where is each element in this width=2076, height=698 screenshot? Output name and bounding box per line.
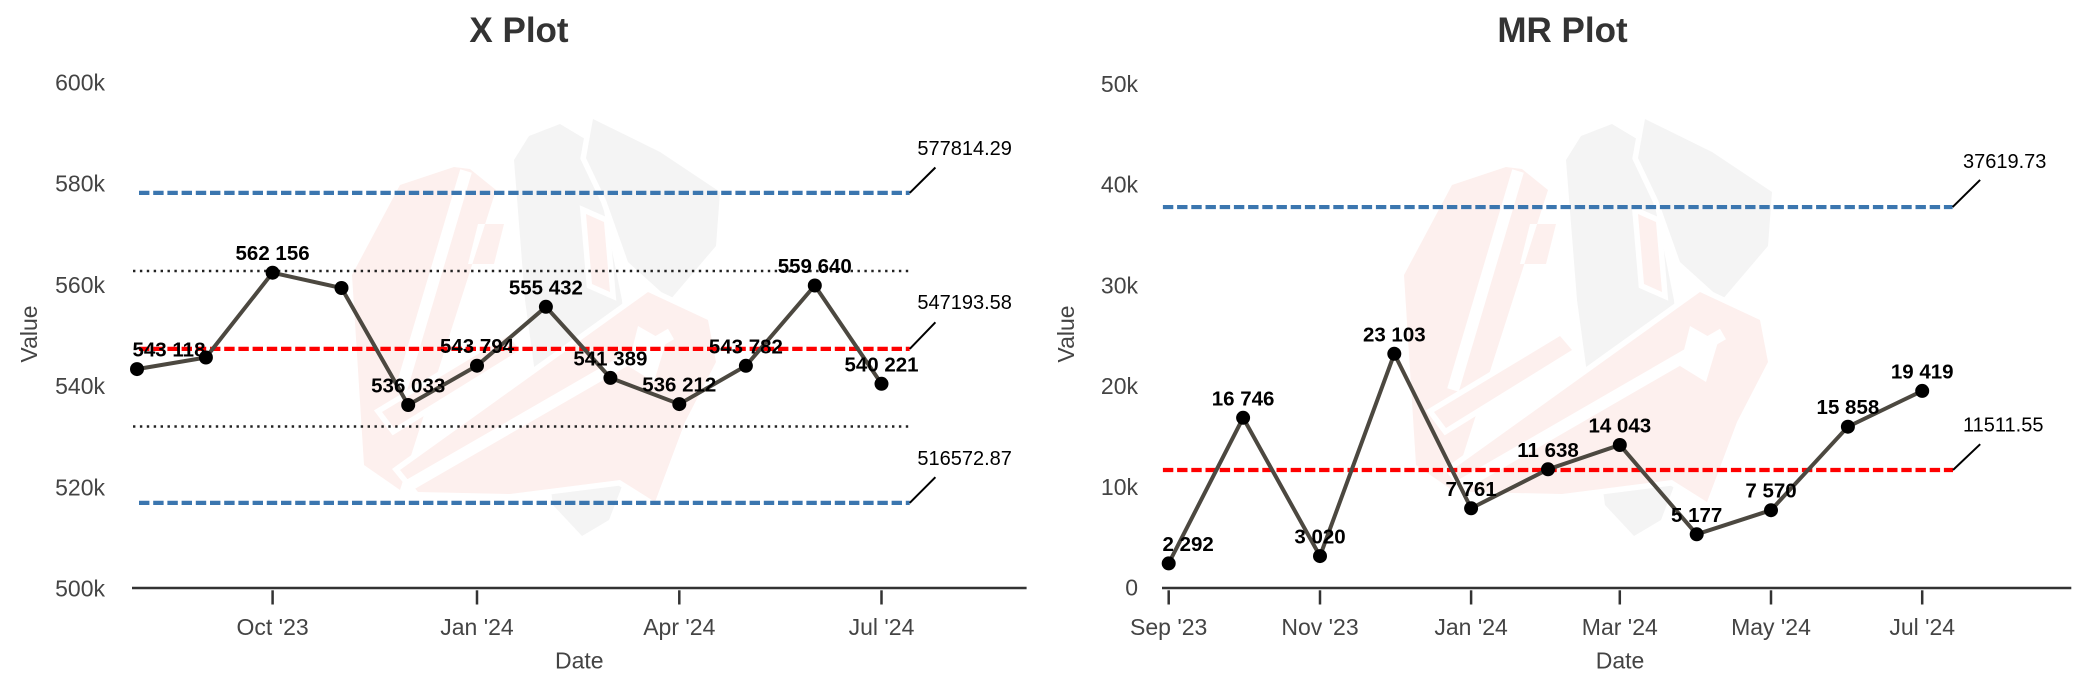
svg-text:Value: Value	[1053, 305, 1079, 362]
svg-text:Date: Date	[555, 648, 604, 674]
svg-text:536 033: 536 033	[371, 375, 445, 398]
svg-text:600k: 600k	[55, 69, 105, 95]
svg-text:Date: Date	[1596, 648, 1645, 674]
svg-text:10k: 10k	[1101, 474, 1139, 500]
svg-text:50k: 50k	[1101, 71, 1139, 97]
svg-text:0: 0	[1125, 575, 1138, 601]
svg-text:Jul '24: Jul '24	[1889, 614, 1955, 640]
svg-text:540k: 540k	[55, 373, 105, 399]
svg-text:Oct '23: Oct '23	[237, 614, 309, 640]
svg-text:X Plot: X Plot	[469, 11, 569, 50]
svg-text:547193.58: 547193.58	[917, 292, 1012, 314]
svg-text:Jan '24: Jan '24	[1434, 614, 1508, 640]
svg-text:Jan '24: Jan '24	[440, 614, 514, 640]
svg-text:5 177: 5 177	[1671, 504, 1722, 527]
svg-text:577814.29: 577814.29	[917, 138, 1012, 160]
svg-text:2 292: 2 292	[1163, 533, 1214, 556]
svg-text:40k: 40k	[1101, 172, 1139, 198]
svg-text:580k: 580k	[55, 171, 105, 197]
svg-text:7 761: 7 761	[1445, 478, 1496, 501]
svg-text:516572.87: 516572.87	[917, 448, 1012, 470]
svg-text:Mar '24: Mar '24	[1582, 614, 1658, 640]
svg-text:19 419: 19 419	[1891, 360, 1954, 383]
svg-text:MR Plot: MR Plot	[1497, 11, 1628, 50]
svg-text:37619.73: 37619.73	[1963, 151, 2046, 173]
svg-text:562 156: 562 156	[236, 242, 310, 265]
svg-text:555 432: 555 432	[509, 276, 583, 299]
svg-text:Apr '24: Apr '24	[643, 614, 715, 640]
svg-text:540 221: 540 221	[844, 353, 918, 376]
svg-text:14 043: 14 043	[1588, 415, 1651, 438]
svg-text:11 638: 11 638	[1517, 439, 1579, 462]
svg-text:20k: 20k	[1101, 373, 1139, 399]
svg-text:559 640: 559 640	[778, 255, 852, 278]
svg-text:Sep '23: Sep '23	[1130, 614, 1207, 640]
svg-text:500k: 500k	[55, 576, 105, 602]
svg-text:543 118: 543 118	[133, 339, 206, 362]
svg-text:3 020: 3 020	[1294, 526, 1345, 549]
svg-text:Nov '23: Nov '23	[1281, 614, 1358, 640]
svg-text:560k: 560k	[55, 272, 105, 298]
svg-text:520k: 520k	[55, 474, 105, 500]
svg-text:Value: Value	[16, 305, 42, 362]
svg-text:May '24: May '24	[1731, 614, 1811, 640]
svg-text:23 103: 23 103	[1363, 323, 1426, 346]
svg-text:30k: 30k	[1101, 273, 1139, 299]
svg-text:Jul '24: Jul '24	[849, 614, 915, 640]
svg-text:541 389: 541 389	[573, 347, 647, 370]
svg-text:543 794: 543 794	[440, 335, 515, 358]
svg-text:536 212: 536 212	[642, 374, 716, 397]
svg-text:16 746: 16 746	[1212, 387, 1275, 410]
svg-text:7 570: 7 570	[1745, 480, 1796, 503]
svg-text:15 858: 15 858	[1817, 396, 1880, 419]
svg-text:543 782: 543 782	[709, 335, 783, 358]
svg-text:11511.55: 11511.55	[1963, 415, 2043, 437]
